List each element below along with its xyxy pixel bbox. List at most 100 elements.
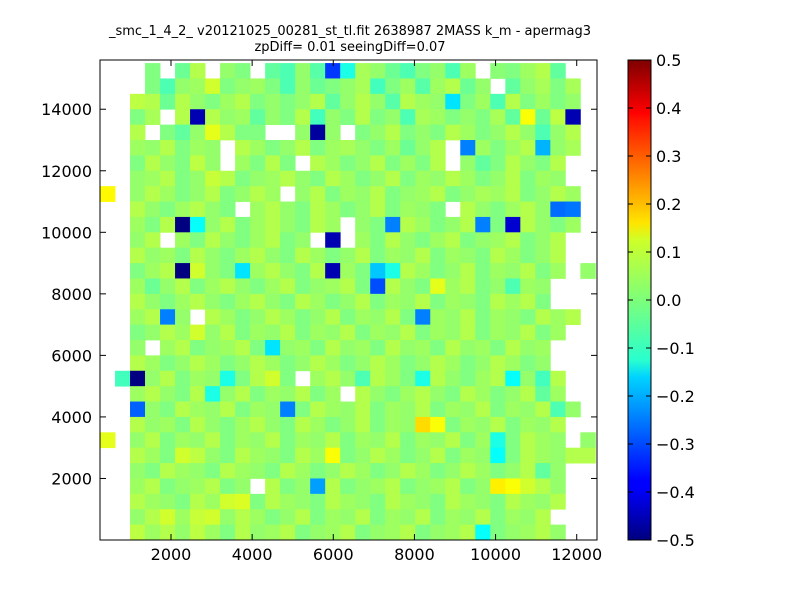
heatmap-cell (160, 186, 176, 202)
heatmap-cell (175, 447, 191, 464)
heatmap-cell (415, 216, 431, 233)
heatmap-cell (415, 263, 431, 279)
heatmap-cell (490, 386, 506, 402)
heatmap-cell (490, 63, 506, 79)
heatmap-cell (295, 278, 311, 295)
heatmap-cell (130, 401, 146, 418)
heatmap-cell (250, 232, 266, 249)
heatmap-cell (265, 93, 281, 110)
heatmap-cell (295, 201, 311, 218)
heatmap-cell (475, 309, 491, 326)
heatmap-cell (475, 78, 491, 95)
heatmap-cell (370, 278, 386, 295)
heatmap-cell (190, 201, 206, 218)
heatmap-cell (235, 140, 251, 156)
heatmap-cell (340, 140, 356, 156)
heatmap-cell (145, 509, 161, 526)
heatmap-cell (160, 478, 176, 495)
heatmap-cell (220, 186, 236, 202)
heatmap-cell (460, 416, 476, 433)
heatmap-cell (175, 493, 191, 510)
heatmap-cell (370, 416, 386, 433)
heatmap-cell (130, 509, 146, 526)
heatmap-cell (445, 170, 461, 187)
heatmap-cell (160, 524, 176, 541)
heatmap-cell (340, 78, 356, 95)
heatmap-cell (370, 386, 386, 402)
heatmap-cell (505, 478, 521, 495)
heatmap-cell (325, 509, 341, 526)
heatmap-cell (220, 78, 236, 95)
heatmap-cell (535, 109, 551, 126)
heatmap-cell (400, 278, 416, 295)
heatmap-cell (100, 432, 116, 449)
heatmap-cell (340, 355, 356, 372)
heatmap-cell (250, 493, 266, 510)
heatmap-cell (250, 401, 266, 418)
heatmap-cell (430, 509, 446, 526)
heatmap-cell (490, 93, 506, 110)
heatmap-cell (145, 216, 161, 233)
heatmap-cell (325, 155, 341, 172)
y-tick-label: 14000 (41, 100, 92, 119)
heatmap-cell (550, 416, 566, 433)
heatmap-cell (205, 493, 221, 510)
heatmap-cell (370, 93, 386, 110)
heatmap-cell (430, 247, 446, 264)
heatmap-cell (475, 401, 491, 418)
heatmap-cell (190, 140, 206, 156)
heatmap-cell (250, 186, 266, 202)
heatmap-cell (130, 93, 146, 110)
heatmap-cell (235, 478, 251, 495)
heatmap-cell (355, 478, 371, 495)
heatmap-cell (550, 447, 566, 464)
heatmap-cell (145, 432, 161, 449)
heatmap-cell (310, 309, 326, 326)
heatmap-cell (265, 293, 281, 310)
heatmap-cell (295, 432, 311, 449)
heatmap-cell (145, 78, 161, 95)
heatmap-cell (445, 493, 461, 510)
heatmap-cell (235, 463, 251, 479)
heatmap-cell (325, 386, 341, 402)
heatmap-cell (520, 386, 536, 402)
heatmap-cell (340, 463, 356, 479)
heatmap-cell (265, 509, 281, 526)
heatmap-cell (370, 478, 386, 495)
heatmap-cell (280, 401, 296, 418)
heatmap-cell (295, 386, 311, 402)
heatmap-cell (280, 263, 296, 279)
heatmap-cell (235, 324, 251, 341)
heatmap-cell (460, 493, 476, 510)
heatmap-cell (325, 463, 341, 479)
heatmap-cell (355, 324, 371, 341)
heatmap-cell (430, 493, 446, 510)
heatmap-cell (295, 124, 311, 141)
heatmap-cell (565, 216, 581, 233)
heatmap-cell (430, 216, 446, 233)
colorbar-tick-label: 0.1 (656, 243, 681, 262)
heatmap-cell (325, 447, 341, 464)
heatmap-cell (505, 170, 521, 187)
heatmap-cell (280, 370, 296, 387)
heatmap-cell (340, 324, 356, 341)
heatmap-cell (295, 78, 311, 95)
heatmap-cell (235, 340, 251, 356)
heatmap-cell (310, 170, 326, 187)
heatmap-cell (370, 493, 386, 510)
heatmap-cell (445, 524, 461, 541)
heatmap-cell (565, 109, 581, 126)
heatmap-cell (490, 232, 506, 249)
heatmap-cell (475, 155, 491, 172)
heatmap-cell (280, 216, 296, 233)
heatmap-cell (295, 186, 311, 202)
heatmap-cell (490, 324, 506, 341)
heatmap-cell (520, 340, 536, 356)
heatmap-cell (235, 386, 251, 402)
heatmap-cell (160, 416, 176, 433)
heatmap-cell (280, 63, 296, 79)
heatmap-cell (505, 524, 521, 541)
heatmap-cell (430, 401, 446, 418)
heatmap-cell (430, 293, 446, 310)
heatmap-cell (175, 170, 191, 187)
